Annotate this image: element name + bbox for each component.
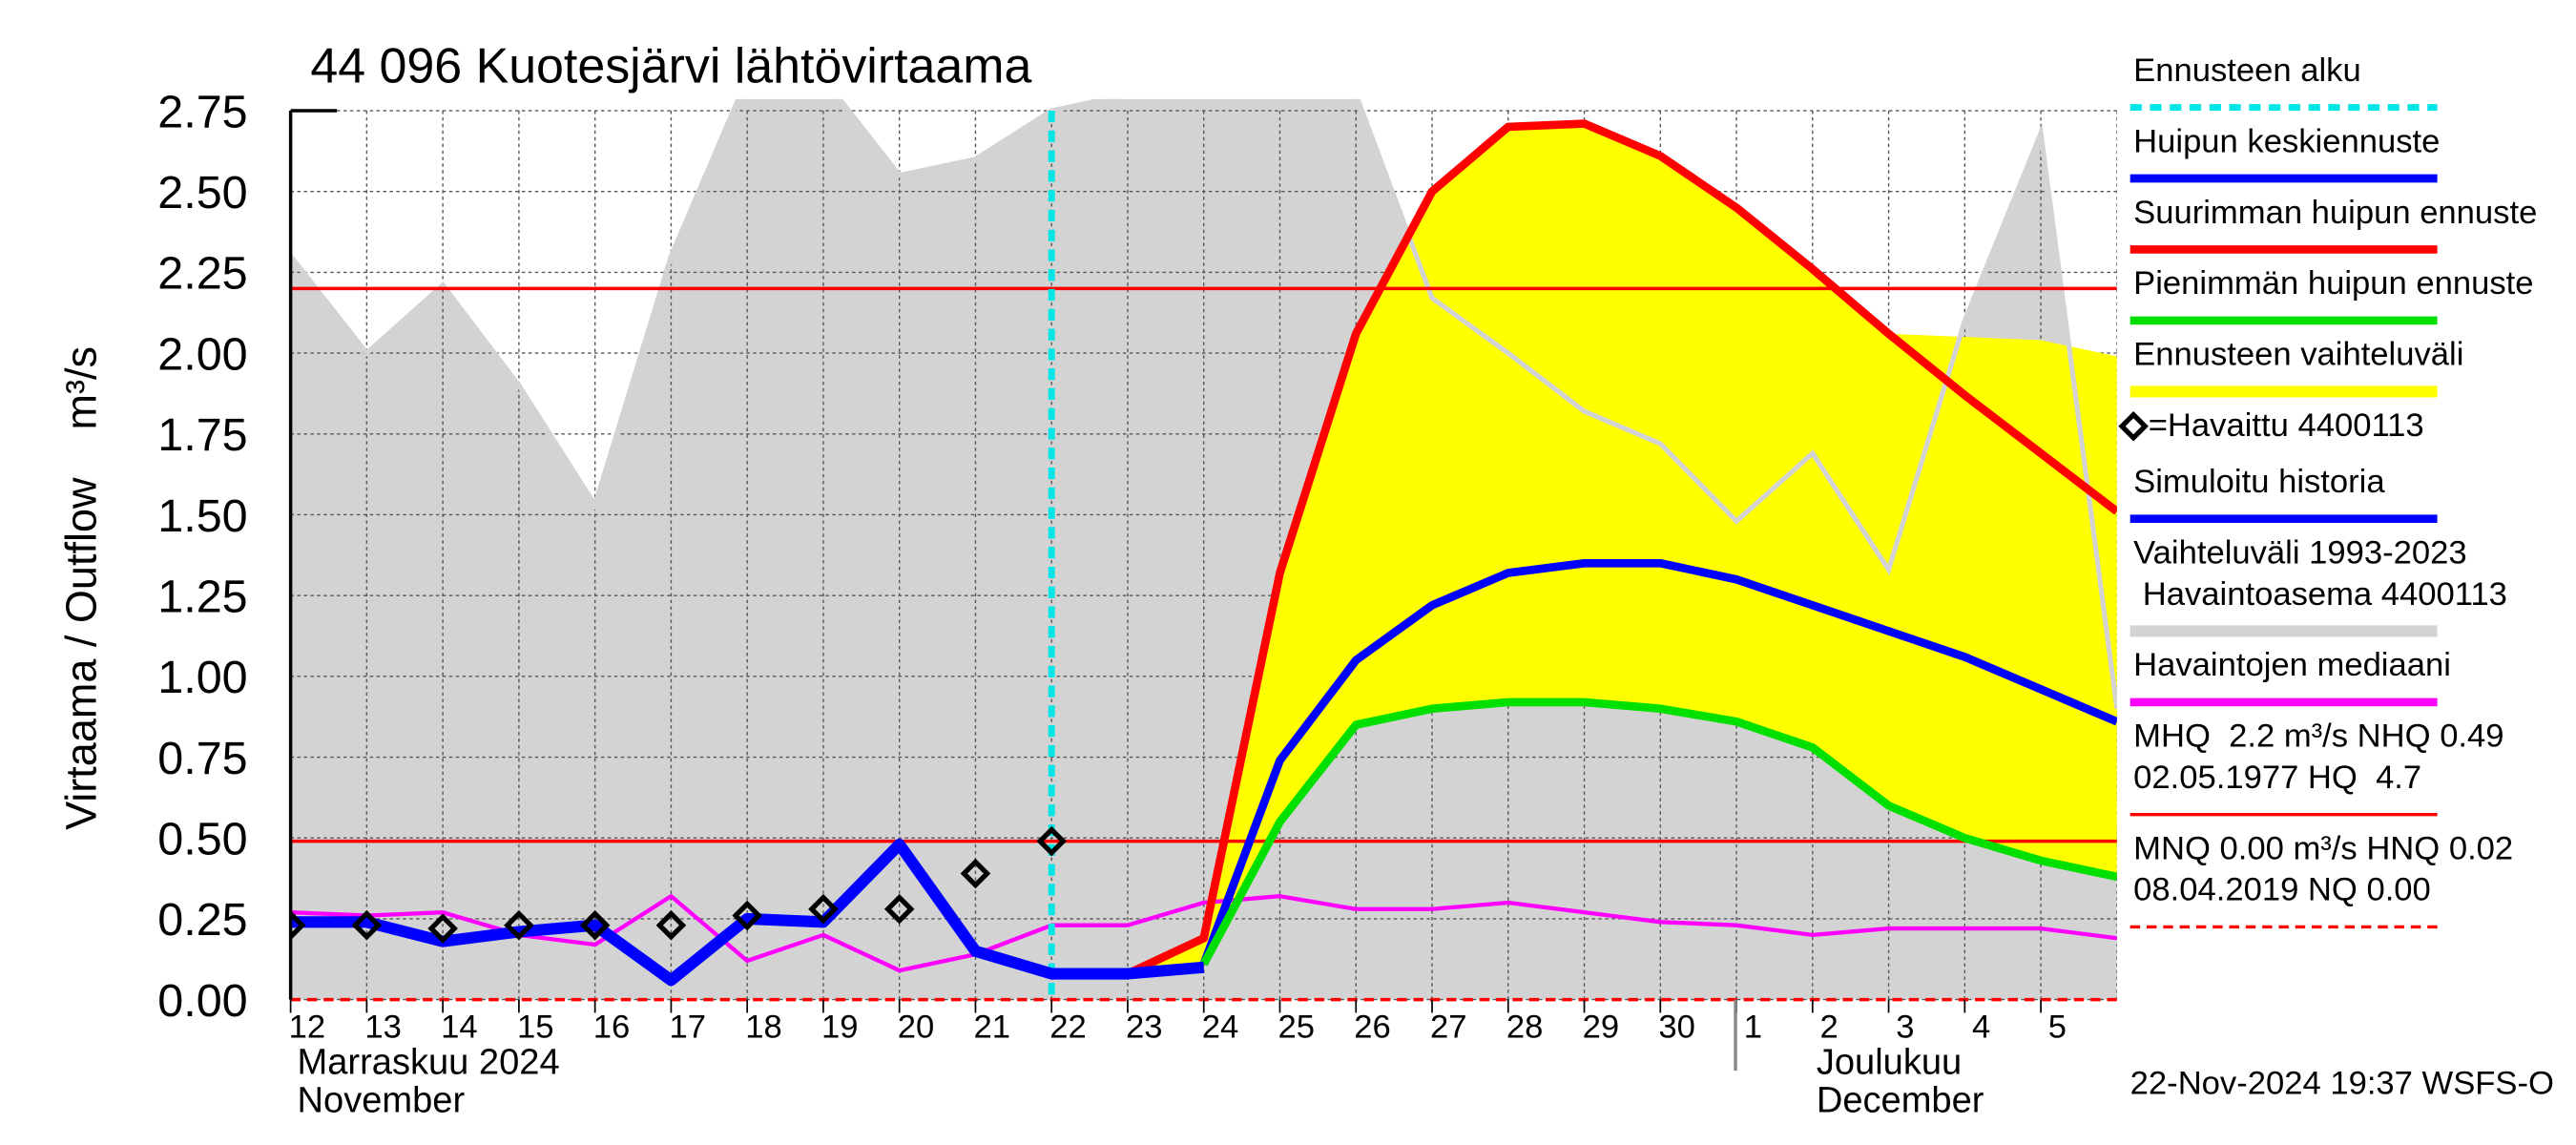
x-tick-label: 3 — [1896, 1009, 1914, 1045]
observation-marker — [960, 858, 991, 889]
x-tick-label: 30 — [1658, 1009, 1694, 1045]
x-tick-label: 13 — [364, 1009, 401, 1045]
y-tick-label: 0.75 — [157, 733, 247, 784]
series-line — [1199, 558, 2117, 966]
observation-marker — [1036, 825, 1067, 857]
x-tick-label: 19 — [821, 1009, 858, 1045]
month-label: Joulukuu — [1817, 1043, 1962, 1083]
x-tick-label: 26 — [1354, 1009, 1390, 1045]
month-label: Marraskuu 2024 — [298, 1043, 560, 1083]
x-tick-label: 16 — [593, 1009, 630, 1045]
x-tick-label: 15 — [517, 1009, 553, 1045]
legend-marker — [2118, 410, 2149, 442]
y-tick-label: 1.25 — [157, 571, 247, 622]
x-tick-label: 21 — [974, 1009, 1010, 1045]
x-tick-label: 14 — [441, 1009, 477, 1045]
y-tick-label: 2.75 — [157, 86, 247, 137]
observation-marker — [290, 909, 306, 941]
x-tick-label: 28 — [1506, 1009, 1543, 1045]
x-tick-label: 18 — [745, 1009, 781, 1045]
y-tick-label: 0.00 — [157, 975, 247, 1027]
month-label: November — [298, 1080, 466, 1120]
observation-marker — [655, 909, 687, 941]
x-tick-label: 22 — [1049, 1009, 1086, 1045]
variation-edge — [290, 98, 2117, 710]
chart-title: 44 096 Kuotesjärvi lähtövirtaama — [310, 39, 1031, 94]
legend-label: =Havaittu 4400113 — [2149, 407, 2424, 444]
footer: 22-Nov-2024 19:37 WSFS-O — [2130, 1065, 2554, 1101]
x-tick-label: 5 — [2048, 1009, 2067, 1045]
y-tick-label: 2.00 — [157, 328, 247, 380]
x-tick-label: 25 — [1278, 1009, 1315, 1045]
series-line — [290, 894, 2117, 973]
y-tick-label: 1.00 — [157, 652, 247, 703]
observation-marker — [504, 909, 534, 941]
series-line — [1126, 119, 2117, 978]
legend-label: 02.05.1977 HQ 4.7 — [2133, 760, 2421, 796]
x-tick-label: 20 — [898, 1009, 934, 1045]
observation-marker — [808, 893, 839, 925]
legend-label: Ennusteen vaihteluväli — [2133, 337, 2463, 373]
x-tick-label: 27 — [1430, 1009, 1466, 1045]
legend-label: Havaintoasema 4400113 — [2133, 576, 2507, 613]
legend-label: MNQ 0.00 m³/s HNQ 0.02 — [2133, 830, 2513, 866]
legend-label: Pienimmän huipun ennuste — [2133, 265, 2533, 302]
observation-marker — [732, 900, 762, 931]
legend-label: Ennusteen alku — [2133, 52, 2361, 89]
plot-area — [290, 98, 2117, 1002]
x-tick-label: 2 — [1819, 1009, 1838, 1045]
legend-label: Simuloitu historia — [2133, 464, 2385, 500]
x-tick-label: 12 — [289, 1009, 325, 1045]
y-tick-label: 1.50 — [157, 490, 247, 542]
legend-label: Huipun keskiennuste — [2133, 123, 2440, 159]
legend-label: Havaintojen mediaani — [2133, 647, 2451, 683]
x-tick-label: 23 — [1126, 1009, 1162, 1045]
observation-marker — [427, 913, 458, 944]
x-tick-label: 17 — [669, 1009, 705, 1045]
y-tick-label: 0.25 — [157, 894, 247, 946]
observation-marker — [883, 893, 915, 925]
month-label: December — [1817, 1080, 1984, 1120]
y-tick-label: 2.25 — [157, 248, 247, 300]
legend-label: 08.04.2019 NQ 0.00 — [2133, 872, 2431, 908]
x-tick-label: 1 — [1744, 1009, 1762, 1045]
legend-label: Vaihteluväli 1993-2023 — [2133, 534, 2466, 571]
observation-marker — [579, 909, 611, 941]
legend-label: MHQ 2.2 m³/s NHQ 0.49 — [2133, 718, 2503, 755]
x-tick-label: 29 — [1583, 1009, 1619, 1045]
y-axis-label: Virtaama / Outflow m³/s — [56, 346, 105, 830]
y-tick-label: 2.50 — [157, 167, 247, 219]
y-tick-label: 1.75 — [157, 409, 247, 461]
legend-label: Suurimman huipun ennuste — [2133, 195, 2537, 231]
series-line — [1199, 697, 2117, 967]
x-tick-label: 24 — [1202, 1009, 1238, 1045]
forecast-range — [1127, 123, 2117, 974]
observation-marker — [351, 909, 383, 941]
y-tick-label: 0.50 — [157, 814, 247, 865]
x-tick-label: 4 — [1972, 1009, 1990, 1045]
